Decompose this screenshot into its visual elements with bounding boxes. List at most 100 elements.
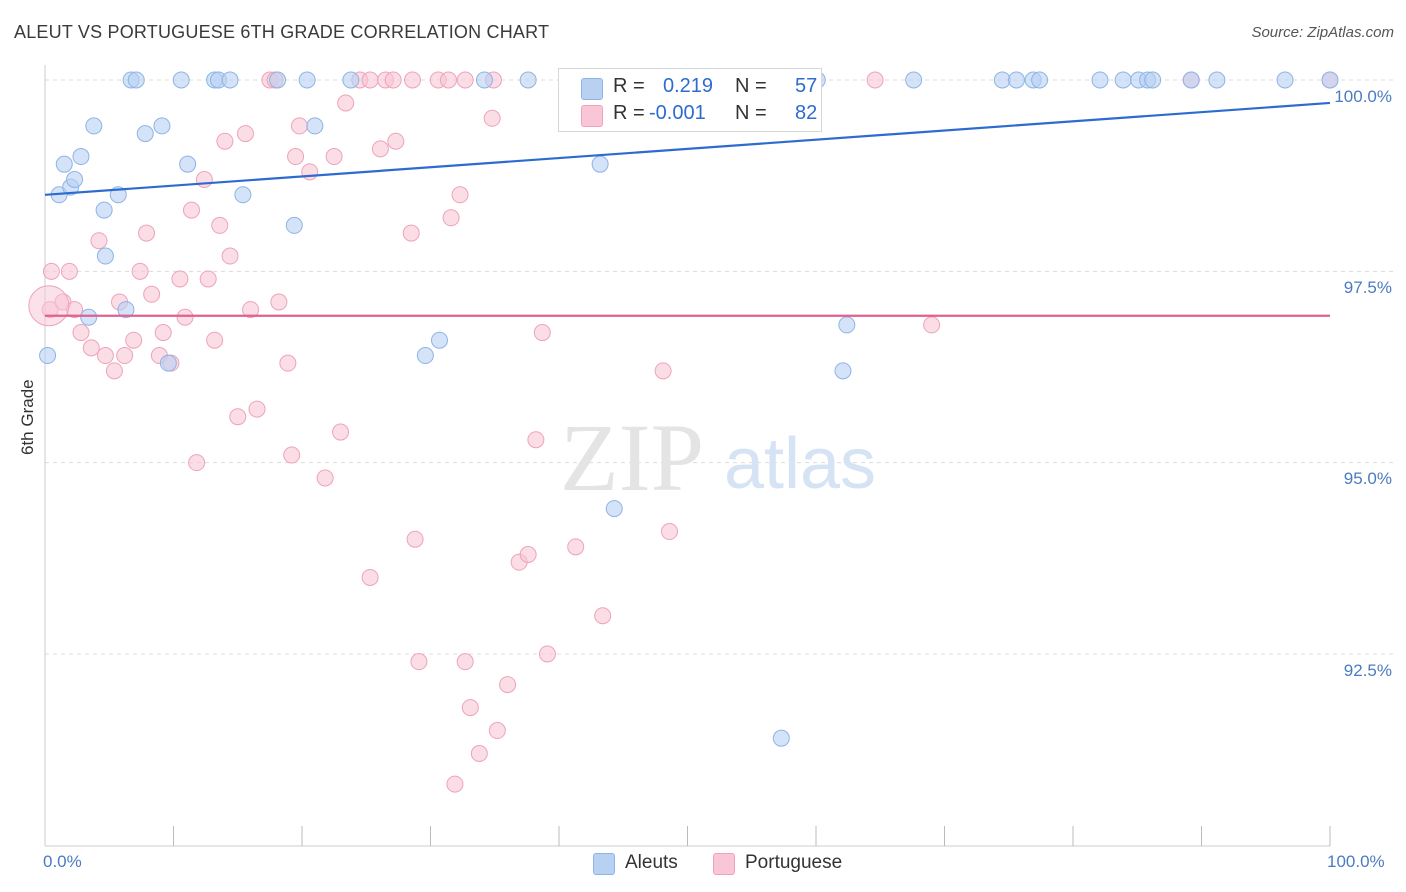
portuguese-point (143, 285, 161, 303)
legend-r-value-portuguese: -0.001 (649, 102, 706, 124)
bottom-legend-swatch-aleut (593, 853, 615, 875)
portuguese-point (488, 722, 506, 740)
portuguese-point (538, 645, 556, 663)
portuguese-point (461, 699, 479, 717)
portuguese-point (654, 362, 672, 380)
aleut-point (905, 71, 923, 89)
aleut-point (55, 155, 73, 173)
aleut-point (475, 71, 493, 89)
portuguese-point (384, 71, 402, 89)
portuguese-point (519, 546, 537, 564)
aleut-point (993, 71, 1011, 89)
portuguese-point (483, 109, 501, 127)
portuguese-point (279, 354, 297, 372)
aleut-point (772, 729, 790, 747)
aleut-point (1144, 71, 1162, 89)
aleut-point (172, 71, 190, 89)
y-tick-label: 100.0% (1334, 87, 1392, 106)
aleut-point (269, 71, 287, 89)
y-tick-label: 95.0% (1343, 469, 1392, 488)
aleut-point (72, 148, 90, 166)
portuguese-point (316, 469, 334, 487)
aleut-point (136, 125, 154, 143)
legend-r-label: R = (613, 102, 645, 124)
portuguese-point (404, 71, 422, 89)
portuguese-point (406, 530, 424, 548)
portuguese-point (116, 347, 134, 365)
portuguese-point (105, 362, 123, 380)
aleut-point (430, 331, 448, 349)
portuguese-point (361, 71, 379, 89)
portuguese-point (290, 117, 308, 135)
legend-r-value-aleut: 0.219 (663, 75, 714, 97)
portuguese-point (410, 653, 428, 671)
aleut-point (95, 201, 113, 219)
aleut-point (1182, 71, 1200, 89)
portuguese-point (171, 270, 189, 288)
portuguese-point (325, 148, 343, 166)
portuguese-point (154, 324, 172, 342)
portuguese-point (451, 186, 469, 204)
legend-n-value-aleut: 57 (795, 75, 818, 97)
source-label: Source: ZipAtlas.com (1251, 24, 1394, 41)
portuguese-point (337, 94, 355, 112)
legend-n-value-portuguese: 82 (795, 102, 818, 124)
portuguese-point (866, 71, 884, 89)
aleut-point (66, 170, 84, 188)
portuguese-point (199, 270, 217, 288)
aleut-trend-line (44, 101, 1331, 196)
aleut-point (298, 71, 316, 89)
aleut-point (1007, 71, 1025, 89)
aleut-point (306, 117, 324, 135)
aleut-point (1114, 71, 1132, 89)
portuguese-point (527, 431, 545, 449)
portuguese-point (60, 262, 78, 280)
portuguese-point (332, 423, 350, 441)
watermark: ZIP atlas (560, 404, 876, 511)
portuguese-point (371, 140, 389, 158)
aleut-point (1091, 71, 1109, 89)
bottom-legend-label-portuguese: Portuguese (745, 852, 843, 873)
chart-title: ALEUT VS PORTUGUESE 6TH GRADE CORRELATIO… (14, 22, 550, 42)
portuguese-point (283, 446, 301, 464)
y-tick-label: 92.5% (1343, 661, 1392, 680)
legend-n-label: N = (735, 75, 767, 97)
bottom-legend-label-aleut: Aleuts (625, 852, 678, 873)
portuguese-point (131, 262, 149, 280)
portuguese-point (138, 224, 156, 242)
legend-box: R = 0.219 N = 57 R = -0.001 N = 82 (558, 68, 822, 132)
legend-swatch-portuguese (581, 105, 603, 127)
aleut-point (85, 117, 103, 135)
aleut-point (39, 347, 57, 365)
portuguese-point (216, 132, 234, 150)
aleut-point (1276, 71, 1294, 89)
portuguese-point-large (28, 285, 70, 327)
legend-r-label: R = (613, 75, 645, 97)
aleut-point (838, 316, 856, 334)
portuguese-point (42, 262, 60, 280)
portuguese-point (176, 308, 194, 326)
portuguese-point (533, 324, 551, 342)
aleut-point (234, 186, 252, 204)
portuguese-point (387, 132, 405, 150)
portuguese-point (470, 744, 488, 762)
portuguese-point (90, 232, 108, 250)
axes (44, 65, 1331, 847)
portuguese-point (211, 216, 229, 234)
portuguese-point (242, 301, 260, 319)
portuguese-point (270, 293, 288, 311)
watermark-atlas: atlas (724, 424, 876, 504)
aleut-point (179, 155, 197, 173)
watermark-zip: ZIP (560, 404, 704, 511)
aleut-point (221, 71, 239, 89)
portuguese-point (446, 775, 464, 793)
portuguese-point (442, 209, 460, 227)
aleut-point (416, 347, 434, 365)
aleut-point (96, 247, 114, 265)
legend-swatch-aleut (581, 78, 603, 100)
trend-lines (44, 101, 1331, 317)
aleut-point (285, 216, 303, 234)
aleut-point (834, 362, 852, 380)
aleut-point (591, 155, 609, 173)
